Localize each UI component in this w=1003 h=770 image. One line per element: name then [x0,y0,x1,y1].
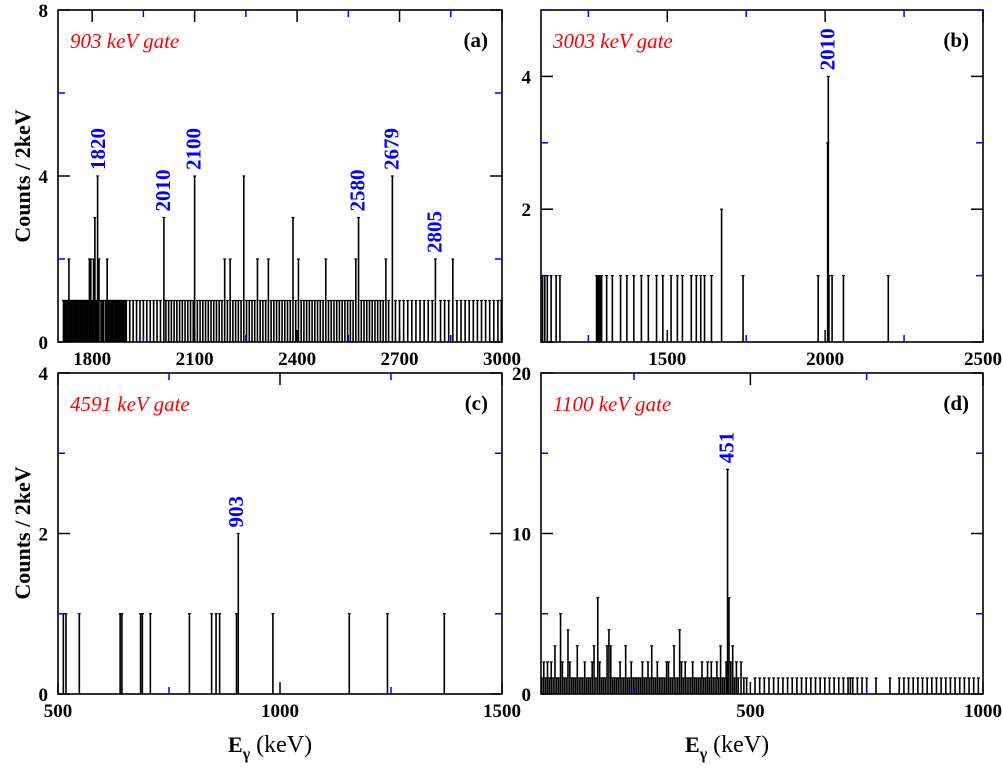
x-axis-title-right: Eγ (keV) [685,732,769,763]
x-axis-title-symbol: E [685,732,700,757]
x-axis-title-unit: (keV) [707,732,769,758]
peak-label: 2580 [346,170,370,212]
panel-a: 1800 2100 2400 2700 3000 0 4 8 903 keV gate (a) 18… [39,1,522,370]
panel-letter: (c) [465,391,488,415]
gate-label: 3003 keV gate [552,29,673,53]
y-tick-label: 0 [522,685,532,706]
y-tick-label: 8 [39,1,49,22]
peak-label: 2805 [422,211,446,253]
x-tick-label: 500 [44,701,73,722]
peak-label: 2010 [815,28,839,70]
x-tick-label: 1000 [964,701,1002,722]
y-axis-title-top: Counts / 2keV [10,109,35,242]
peak-label: 2100 [182,128,206,170]
panel-letter: (a) [464,28,489,52]
panel-letter: (b) [943,28,969,52]
x-tick-label: 2500 [964,349,1002,370]
peak-label: 1820 [86,128,110,170]
x-tick-label: 2700 [381,349,419,370]
x-tick-label: 2000 [806,349,844,370]
plot-frame [57,372,503,695]
y-tick-label: 4 [39,364,49,385]
x-tick-label: 1500 [483,701,521,722]
panel-d: 500 1000 0 10 20 1100 keV gate (d) 451 [512,364,1002,722]
x-tick-label: 1800 [73,349,111,370]
y-tick-label: 2 [39,525,49,546]
x-tick-label: 500 [736,701,765,722]
x-tick-label: 1500 [648,349,686,370]
gate-label: 4591 keV gate [70,392,190,416]
panel-c: 500 1000 1500 0 2 4 4591 keV gate (c) 903 [39,364,522,722]
y-tick-label: 4 [39,167,49,188]
peak-label: 2679 [379,128,403,170]
peak-label: 2010 [151,170,175,212]
x-axis-title-unit: (keV) [250,732,312,758]
x-axis-title-symbol: E [228,732,243,757]
x-tick-label: 1000 [261,701,299,722]
gate-label: 1100 keV gate [553,392,671,416]
x-tick-label: 3000 [483,349,521,370]
peak-label: 903 [224,496,248,528]
panel-b: 1500 2000 2500 2 4 3003 keV gate (b) 2010 [522,9,1002,370]
y-tick-label: 2 [522,200,532,221]
gate-label: 903 keV gate [70,29,179,53]
x-axis-title-subscript: γ [242,746,251,763]
x-axis-title-left: Eγ (keV) [228,732,312,763]
plot-frame [540,9,984,343]
x-tick-label: 2100 [176,349,214,370]
panel-letter: (d) [943,391,969,415]
y-tick-label: 0 [39,333,49,354]
y-tick-label: 10 [512,525,531,546]
y-tick-label: 20 [512,364,531,385]
x-axis-title-subscript: γ [699,746,708,763]
y-axis-title-bottom: Counts / 2keV [10,466,35,599]
y-tick-label: 4 [522,67,532,88]
y-tick-label: 0 [39,685,49,706]
x-tick-label: 2400 [278,349,316,370]
peak-label: 451 [715,432,739,464]
